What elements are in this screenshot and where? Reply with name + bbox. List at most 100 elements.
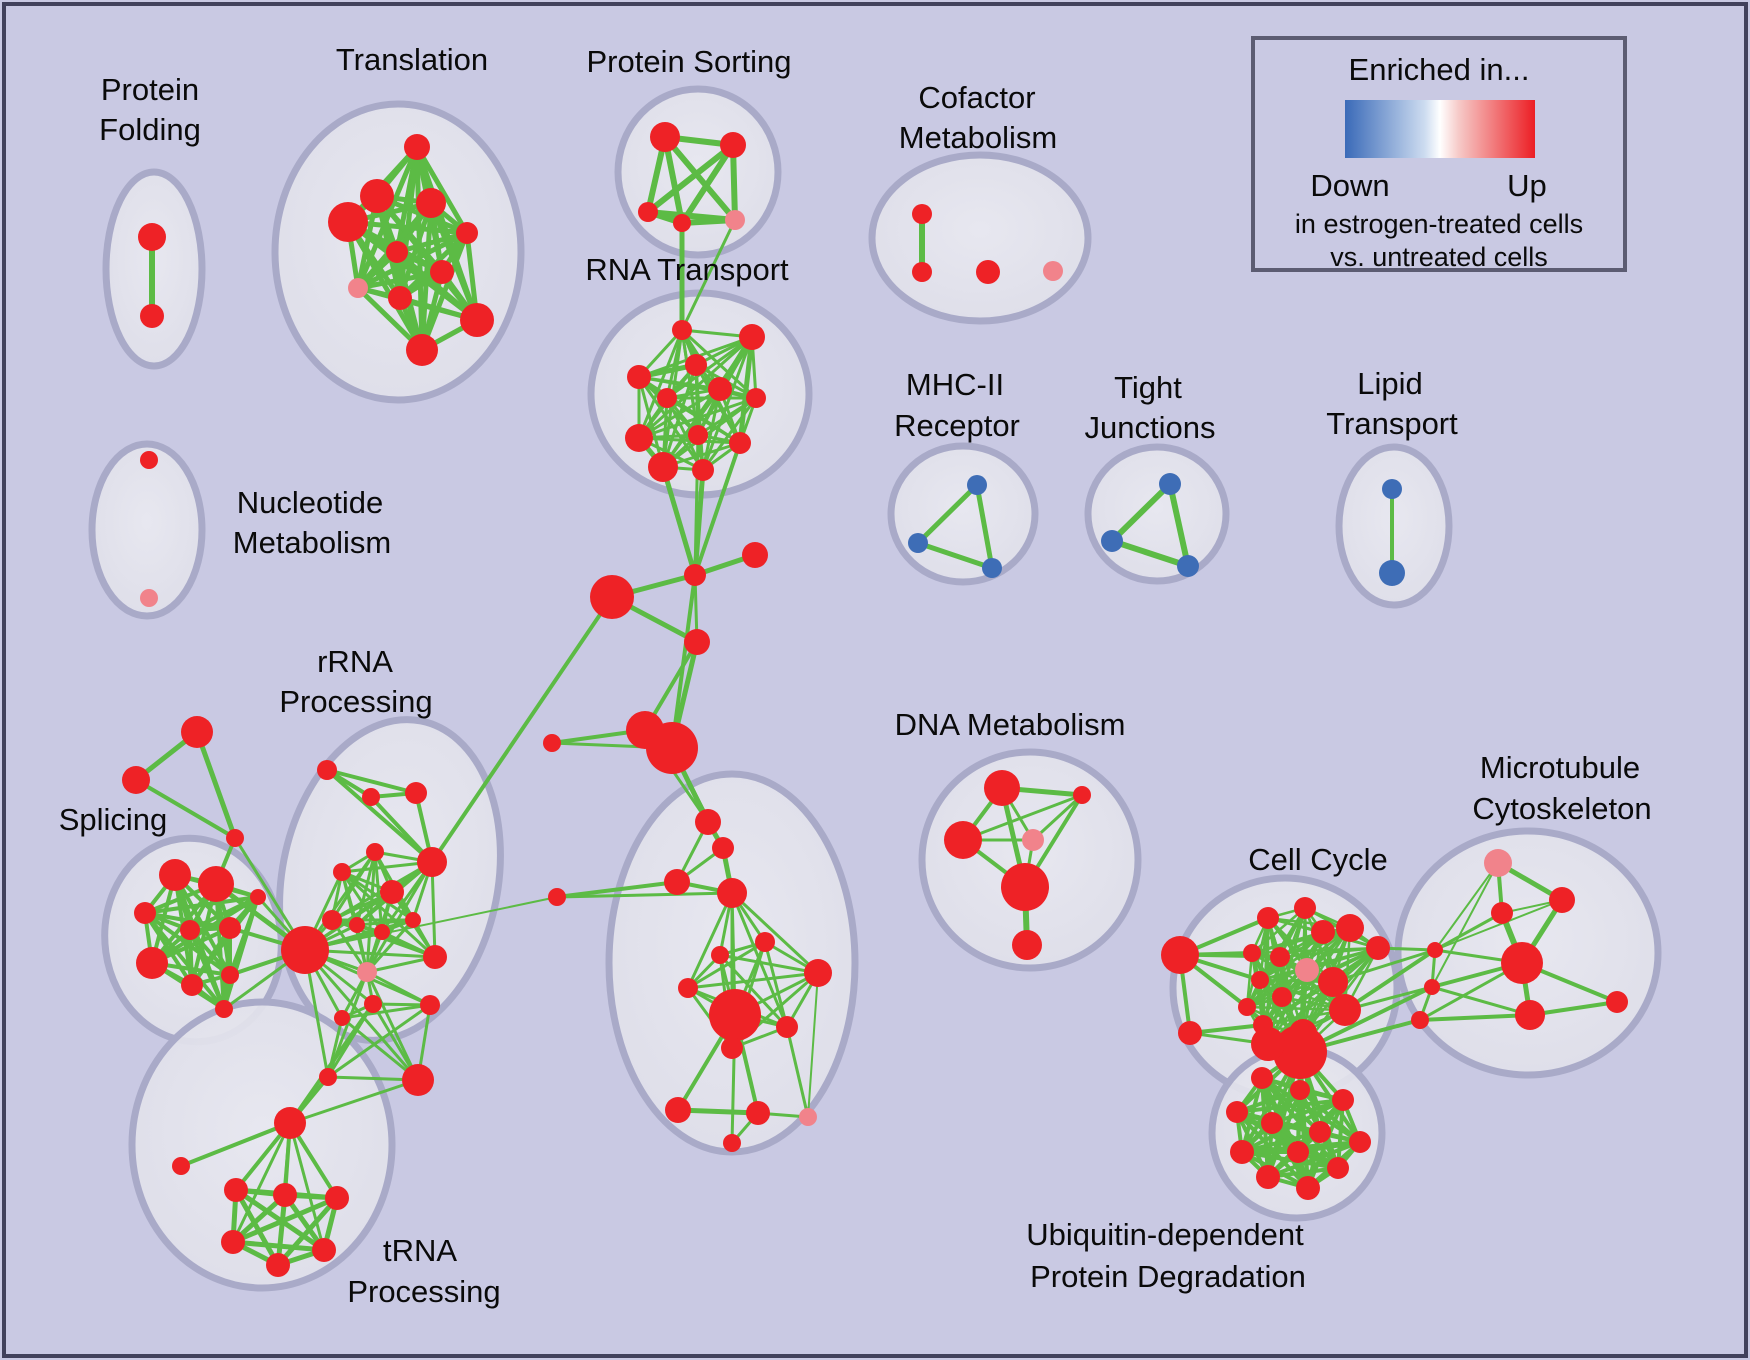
edge-splicing-s3-s10 xyxy=(143,911,226,1011)
edge-rt11-md1 xyxy=(660,464,698,578)
gene-set-node-tr5 xyxy=(386,241,408,263)
gene-set-node-d1 xyxy=(984,770,1020,806)
edge-protein-sorting-ps1-ps5 xyxy=(662,134,738,223)
cluster-label-ubiquitin-2: Protein Degradation xyxy=(1030,1259,1306,1294)
gene-set-node-tj3 xyxy=(1177,555,1199,577)
gene-set-node-s5 xyxy=(219,917,241,939)
gene-set-node-tr2 xyxy=(360,179,394,213)
gene-set-node-r8 xyxy=(322,910,342,930)
edge-transcription-core-x4-x7 xyxy=(730,891,820,975)
cluster-label-trna-1: tRNA xyxy=(383,1233,457,1268)
gene-set-node-trh xyxy=(274,1107,306,1139)
gene-set-node-th1 xyxy=(224,1178,248,1202)
gene-set-node-cc4 xyxy=(1336,914,1364,942)
gene-set-node-d5 xyxy=(1001,863,1049,911)
gene-set-node-u9 xyxy=(1287,1141,1309,1163)
gene-set-node-cf4 xyxy=(1043,261,1063,281)
edge-trh-ti xyxy=(179,1121,292,1168)
gene-set-node-tr9 xyxy=(388,286,412,310)
gene-set-node-x3 xyxy=(664,869,690,895)
edge-translation-tr7-tr8 xyxy=(355,269,445,291)
gene-set-node-r11 xyxy=(405,912,421,928)
edge-splicing-s3-s9 xyxy=(143,911,232,977)
edge-x11-x12 xyxy=(675,1107,761,1116)
gene-set-node-cc5 xyxy=(1366,936,1390,960)
gene-set-node-mh1 xyxy=(967,475,987,495)
edge-translation-tr4-tr11 xyxy=(345,219,425,353)
gene-set-node-d2 xyxy=(1073,786,1091,804)
gene-set-node-cc7 xyxy=(1270,947,1290,967)
edge-cb2-cc13 xyxy=(1188,1023,1265,1035)
cluster-label-rrna-2: Processing xyxy=(279,684,432,719)
gene-set-node-tr11 xyxy=(406,334,438,366)
gene-set-node-mp xyxy=(1484,849,1512,877)
edge-xs-x4 xyxy=(555,891,734,899)
gene-set-node-rt1 xyxy=(672,320,692,340)
gene-set-node-md2 xyxy=(742,542,768,568)
gene-set-node-cc12 xyxy=(1238,998,1256,1016)
edge-trh-th4 xyxy=(231,1121,292,1244)
cluster-label-protein-folding-2: Folding xyxy=(99,112,201,147)
gene-set-node-s7 xyxy=(136,947,168,979)
gene-set-node-cb2 xyxy=(1178,1021,1202,1045)
gene-set-node-th2 xyxy=(273,1183,297,1207)
edge-rt2-rt10 xyxy=(737,334,755,446)
gene-set-node-x6 xyxy=(711,946,729,964)
gene-set-node-s2 xyxy=(198,866,234,902)
cluster-label-lipid-2: Transport xyxy=(1326,406,1458,441)
gene-set-node-cbl xyxy=(1161,936,1199,974)
cluster-label-lipid-1: Lipid xyxy=(1357,366,1423,401)
gene-set-node-mh2 xyxy=(908,533,928,553)
gene-set-node-cc10 xyxy=(1251,971,1269,989)
gene-set-node-rt9 xyxy=(688,425,708,445)
gene-set-node-cg xyxy=(1273,1025,1327,1079)
gene-set-node-th4 xyxy=(221,1230,245,1254)
gene-set-node-cf2 xyxy=(912,262,932,282)
edge-translation-tr1-tr8 xyxy=(355,144,420,291)
gene-set-node-rt2 xyxy=(739,324,765,350)
edge-ubiquitin-u3-u10 xyxy=(1336,1098,1345,1170)
edge-md3-r5 xyxy=(430,595,614,864)
gene-set-node-cc9 xyxy=(1318,967,1348,997)
edge-cell-cycle-cc5-cc7 xyxy=(1278,946,1380,959)
gene-set-node-d6 xyxy=(1012,930,1042,960)
edge-rna-transport-rt7-rt8 xyxy=(637,396,758,440)
edge-cell-cycle-cc4-cg2 xyxy=(1266,926,1352,1046)
cluster-label-microtubule-1: Microtubule xyxy=(1480,750,1640,785)
gene-set-node-hubB xyxy=(646,722,698,774)
gene-set-node-x5 xyxy=(755,932,775,952)
gene-set-node-tr8 xyxy=(348,278,368,298)
edge-b1-mt2 xyxy=(1433,911,1504,952)
edge-mh2-mh3 xyxy=(915,540,995,571)
gene-set-node-r4 xyxy=(366,843,384,861)
gene-set-node-s9 xyxy=(221,966,239,984)
edge-transcription-core-x7-x8 xyxy=(686,971,820,990)
gene-set-node-r7 xyxy=(380,880,404,904)
edge-trh-r14 xyxy=(288,1002,375,1125)
legend-caption-line2: vs. untreated cells xyxy=(1330,242,1548,272)
edge-rna-transport-rt7-rt12 xyxy=(701,396,758,472)
gene-set-node-pf2 xyxy=(140,304,164,328)
gene-set-node-u12 xyxy=(1296,1176,1320,1200)
gene-set-node-cc6 xyxy=(1243,944,1261,962)
gene-set-node-mh3 xyxy=(982,558,1002,578)
gene-set-node-x9 xyxy=(776,1016,798,1038)
cluster-ellipse-mhc-ii-receptor xyxy=(887,442,1039,586)
edge-rrna-mid-r5-r6 xyxy=(340,860,434,874)
cluster-label-cofactor-1: Cofactor xyxy=(918,80,1035,115)
cluster-label-cell-cycle: Cell Cycle xyxy=(1248,842,1388,877)
gene-set-node-x14 xyxy=(723,1134,741,1152)
gene-set-node-xs xyxy=(548,888,566,906)
gene-set-node-ps1 xyxy=(650,122,680,152)
edge-rna-transport-rt4-rt12 xyxy=(637,375,705,472)
gene-set-node-cf1 xyxy=(912,204,932,224)
edge-cell-cycle-cc6-cc12 xyxy=(1245,951,1254,1009)
gene-set-node-th3 xyxy=(325,1186,349,1210)
gene-set-node-x8 xyxy=(678,978,698,998)
edge-x9-x13 xyxy=(785,1025,810,1119)
edge-rt10-md1 xyxy=(693,441,742,577)
gene-set-node-rt12 xyxy=(692,459,714,481)
edge-mh1-mh2 xyxy=(915,482,980,546)
